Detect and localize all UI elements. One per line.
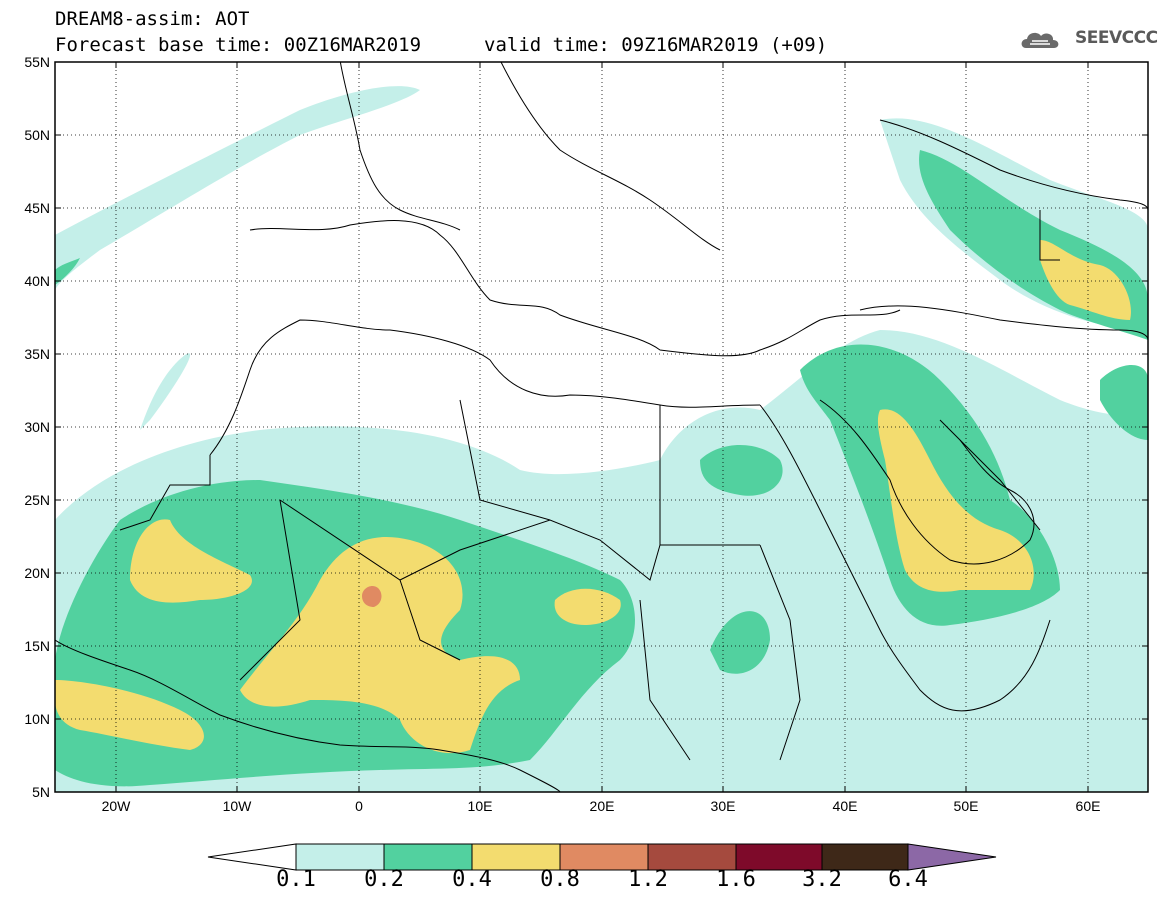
valid-time: valid time: 09Z16MAR2019 (+09) (484, 34, 828, 56)
colorbar-segment-6 (735, 843, 823, 871)
colorbar-label: 3.2 (802, 867, 842, 892)
lon-label: 10W (222, 798, 252, 814)
logo-text: SEEVCCC (1075, 28, 1158, 48)
lat-label: 55N (24, 54, 50, 70)
colorbar (207, 843, 997, 871)
colorbar-segment-2 (383, 843, 473, 871)
aot-fields (55, 62, 1148, 792)
aot-0.4-0.8-field (55, 240, 1131, 754)
lat-label: 50N (24, 127, 50, 143)
lat-label: 25N (24, 492, 50, 508)
aot-0.8-1.2-field (362, 585, 382, 607)
lon-label: 30E (710, 798, 736, 814)
lat-label: 20N (24, 565, 50, 581)
colorbar-label: 1.6 (716, 867, 756, 892)
colorbar-label: 0.4 (452, 867, 492, 892)
graticule (55, 62, 1148, 792)
colorbar-segment-1 (295, 843, 385, 871)
colorbar-segment-7 (821, 843, 909, 871)
map-title: DREAM8-assim: AOT (55, 8, 250, 30)
map-frame (54, 61, 1149, 793)
lon-label: 40E (832, 798, 858, 814)
lat-label: 45N (24, 200, 50, 216)
lat-label: 30N (24, 419, 50, 435)
lat-label: 15N (24, 638, 50, 654)
lon-label: 10E (467, 798, 493, 814)
colorbar-label: 0.1 (276, 867, 316, 892)
lat-label: 35N (24, 346, 50, 362)
lat-label: 40N (24, 273, 50, 289)
cloud-logo-icon (1021, 32, 1059, 48)
colorbar-segment-8 (907, 843, 997, 871)
lat-label: 10N (24, 711, 50, 727)
colorbar-segment-3 (471, 843, 561, 871)
lat-label: 5N (32, 784, 50, 800)
lon-label: 50E (953, 798, 979, 814)
lon-label: 20E (589, 798, 615, 814)
colorbar-label: 6.4 (888, 867, 928, 892)
lon-label: 20W (101, 798, 131, 814)
colorbar-label: 0.2 (364, 867, 404, 892)
lon-label: 60E (1075, 798, 1101, 814)
forecast-base-time: Forecast base time: 00Z16MAR2019 (55, 34, 422, 56)
lon-label: 0 (355, 798, 363, 814)
colorbar-label: 0.8 (540, 867, 580, 892)
axis-ticks (55, 61, 1148, 793)
colorbar-label: 1.2 (628, 867, 668, 892)
